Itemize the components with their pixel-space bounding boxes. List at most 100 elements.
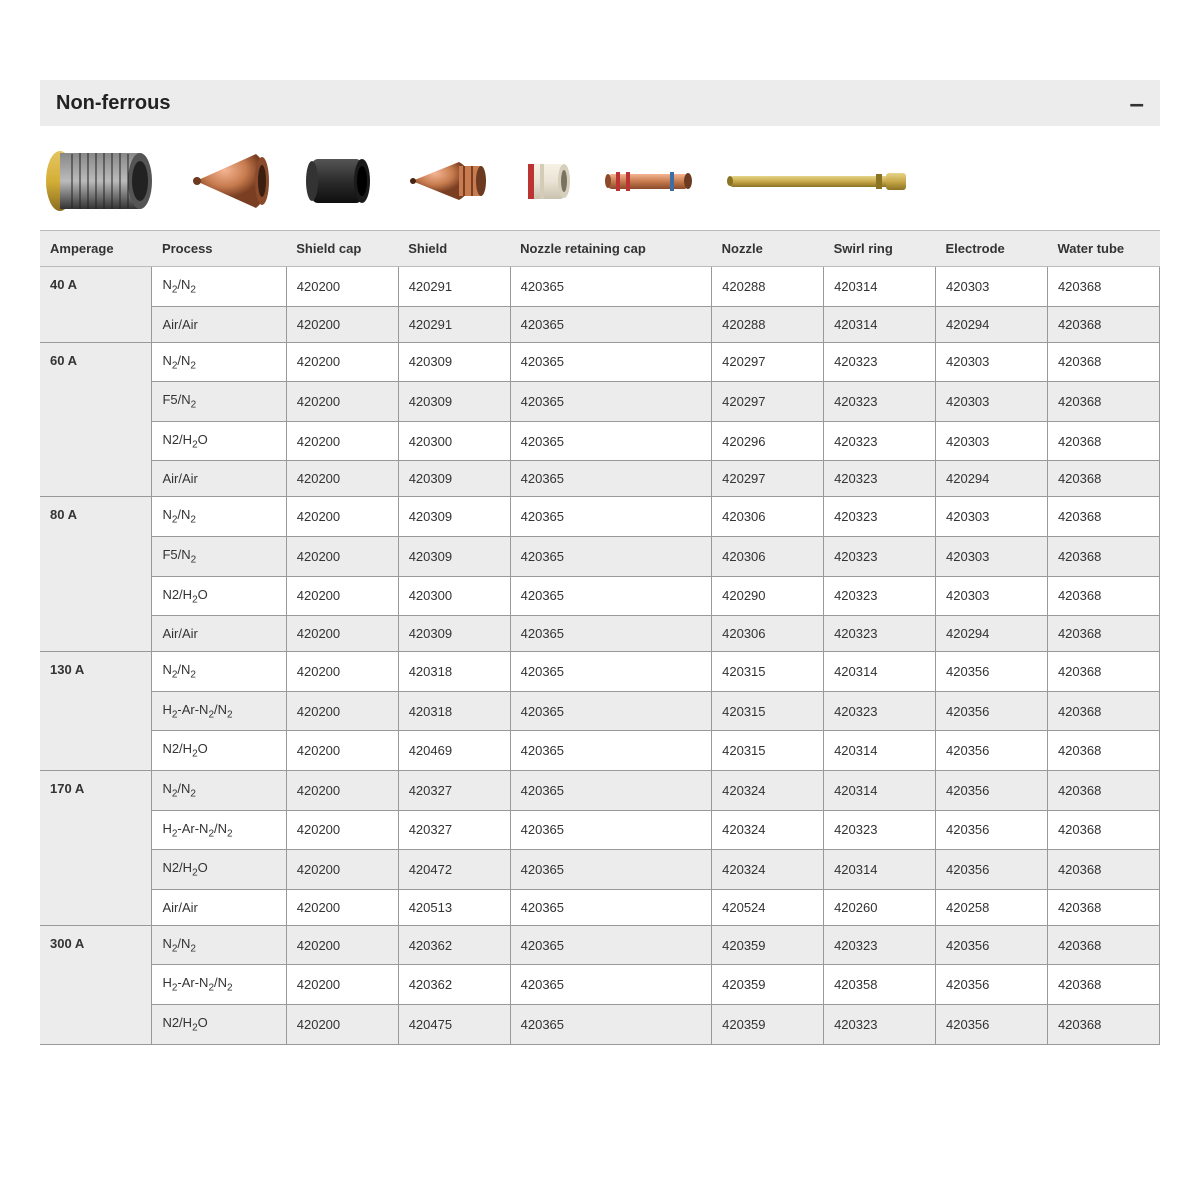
cell: N2/N2 xyxy=(152,770,286,810)
cell: 420368 xyxy=(1047,1004,1159,1044)
cell: H2-Ar-N2/N2 xyxy=(152,965,286,1005)
amperage-cell: 300 A xyxy=(40,925,152,1044)
cell: 420323 xyxy=(824,461,936,497)
col-process: Process xyxy=(152,231,286,267)
cell: 420365 xyxy=(510,889,712,925)
cell: N2/N2 xyxy=(152,342,286,382)
cell: 420365 xyxy=(510,342,712,382)
cell: 420472 xyxy=(398,850,510,890)
cell: 420297 xyxy=(712,461,824,497)
cell: 420365 xyxy=(510,421,712,461)
cell: 420358 xyxy=(824,965,936,1005)
collapse-icon[interactable]: – xyxy=(1130,90,1144,116)
cell: 420368 xyxy=(1047,652,1159,692)
cell: N2/H2O xyxy=(152,731,286,771)
cell: 420368 xyxy=(1047,306,1159,342)
cell: 420303 xyxy=(936,267,1048,307)
cell: 420200 xyxy=(286,850,398,890)
cell: 420309 xyxy=(398,497,510,537)
cell: 420368 xyxy=(1047,536,1159,576)
cell: 420294 xyxy=(936,616,1048,652)
cell: 420368 xyxy=(1047,382,1159,422)
cell: Air/Air xyxy=(152,889,286,925)
cell: 420327 xyxy=(398,810,510,850)
shield-cap-image xyxy=(42,146,162,216)
cell: 420365 xyxy=(510,770,712,810)
section-header[interactable]: Non-ferrous – xyxy=(40,80,1160,126)
cell: 420368 xyxy=(1047,731,1159,771)
cell: 420365 xyxy=(510,536,712,576)
cell: 420359 xyxy=(712,925,824,965)
cell: 420200 xyxy=(286,652,398,692)
cell: 420200 xyxy=(286,616,398,652)
cell: 420258 xyxy=(936,889,1048,925)
table-row: 40 AN2/N24202004202914203654202884203144… xyxy=(40,267,1160,307)
cell: 420200 xyxy=(286,267,398,307)
col-nozzle-retaining-cap: Nozzle retaining cap xyxy=(510,231,712,267)
cell: N2/N2 xyxy=(152,652,286,692)
cell: 420309 xyxy=(398,536,510,576)
nozzle-retaining-cap-image xyxy=(300,151,380,211)
cell: 420303 xyxy=(936,497,1048,537)
cell: 420200 xyxy=(286,306,398,342)
cell: 420356 xyxy=(936,1004,1048,1044)
amperage-cell: 130 A xyxy=(40,652,152,771)
cell: 420200 xyxy=(286,342,398,382)
cell: Air/Air xyxy=(152,461,286,497)
cell: 420368 xyxy=(1047,267,1159,307)
cell: 420303 xyxy=(936,536,1048,576)
cell: 420368 xyxy=(1047,576,1159,616)
cell: N2/H2O xyxy=(152,576,286,616)
cell: 420368 xyxy=(1047,691,1159,731)
cell: 420200 xyxy=(286,925,398,965)
cell: N2/H2O xyxy=(152,850,286,890)
cell: 420368 xyxy=(1047,889,1159,925)
table-row: F5/N242020042030942036542029742032342030… xyxy=(40,382,1160,422)
cell: 420323 xyxy=(824,691,936,731)
cell: 420368 xyxy=(1047,497,1159,537)
cell: 420200 xyxy=(286,965,398,1005)
cell: 420200 xyxy=(286,810,398,850)
cell: 420368 xyxy=(1047,421,1159,461)
cell: 420356 xyxy=(936,965,1048,1005)
cell: 420365 xyxy=(510,306,712,342)
table-row: N2/H2O4202004204724203654203244203144203… xyxy=(40,850,1160,890)
table-row: 60 AN2/N24202004203094203654202974203234… xyxy=(40,342,1160,382)
cell: 420365 xyxy=(510,1004,712,1044)
cell: N2/N2 xyxy=(152,497,286,537)
cell: 420309 xyxy=(398,342,510,382)
cell: 420323 xyxy=(824,1004,936,1044)
cell: 420365 xyxy=(510,461,712,497)
cell: 420368 xyxy=(1047,810,1159,850)
cell: 420200 xyxy=(286,731,398,771)
col-water-tube: Water tube xyxy=(1047,231,1159,267)
cell: 420260 xyxy=(824,889,936,925)
col-shield: Shield xyxy=(398,231,510,267)
cell: 420318 xyxy=(398,691,510,731)
cell: 420314 xyxy=(824,850,936,890)
cell: 420200 xyxy=(286,691,398,731)
cell: 420303 xyxy=(936,421,1048,461)
cell: 420303 xyxy=(936,382,1048,422)
table-row: 80 AN2/N24202004203094203654203064203234… xyxy=(40,497,1160,537)
cell: 420368 xyxy=(1047,616,1159,652)
col-shield-cap: Shield cap xyxy=(286,231,398,267)
cell: 420356 xyxy=(936,770,1048,810)
cell: 420356 xyxy=(936,731,1048,771)
cell: 420323 xyxy=(824,342,936,382)
cell: 420200 xyxy=(286,536,398,576)
cell: H2-Ar-N2/N2 xyxy=(152,810,286,850)
swirl-ring-image xyxy=(518,154,578,209)
cell: 420200 xyxy=(286,889,398,925)
cell: 420297 xyxy=(712,382,824,422)
cell: 420513 xyxy=(398,889,510,925)
cell: 420475 xyxy=(398,1004,510,1044)
cell: 420306 xyxy=(712,616,824,652)
cell: 420300 xyxy=(398,576,510,616)
col-electrode: Electrode xyxy=(936,231,1048,267)
cell: 420365 xyxy=(510,965,712,1005)
cell: 420368 xyxy=(1047,925,1159,965)
table-row: 300 AN2/N2420200420362420365420359420323… xyxy=(40,925,1160,965)
cell: 420469 xyxy=(398,731,510,771)
cell: 420365 xyxy=(510,576,712,616)
